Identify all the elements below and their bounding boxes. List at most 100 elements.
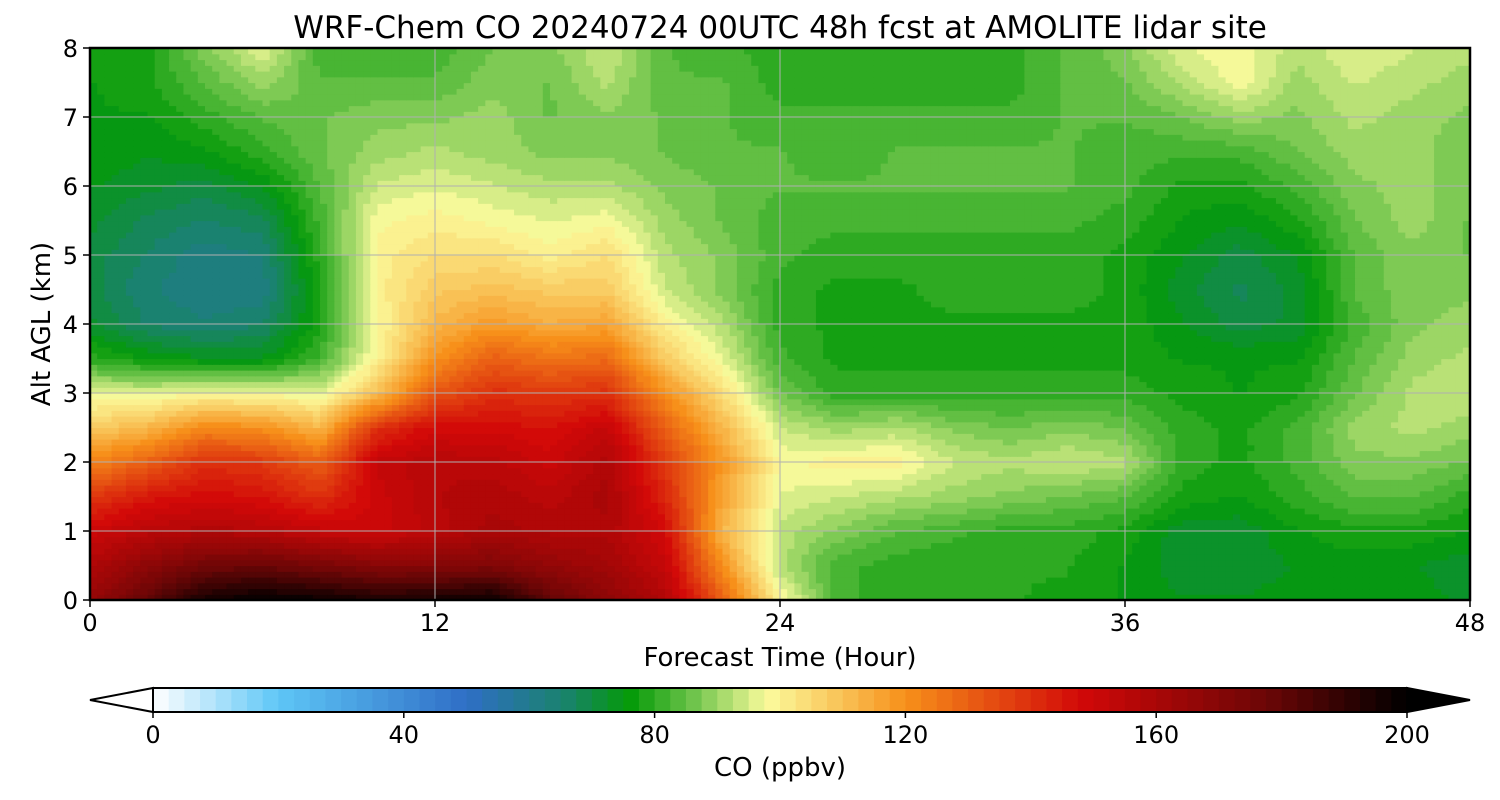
- heatmap-cell: [571, 577, 580, 584]
- heatmap-cell: [377, 542, 386, 549]
- heatmap-cell: [97, 582, 105, 590]
- heatmap-cell: [1398, 490, 1406, 498]
- heatmap-cell: [1103, 565, 1112, 572]
- heatmap-cell: [406, 462, 415, 469]
- heatmap-cell: [535, 513, 544, 521]
- heatmap-cell: [528, 565, 537, 572]
- heatmap-cell: [722, 508, 731, 515]
- heatmap-cell: [535, 542, 544, 549]
- heatmap-cell: [1067, 496, 1076, 503]
- heatmap-cell: [938, 479, 946, 486]
- heatmap-cell: [1110, 450, 1119, 457]
- heatmap-cell: [391, 548, 400, 555]
- heatmap-cell: [1031, 502, 1040, 509]
- heatmap-cell: [873, 502, 882, 509]
- heatmap-cell: [751, 456, 760, 463]
- heatmap-cell: [988, 479, 997, 486]
- heatmap-cell: [557, 554, 565, 561]
- heatmap-cell: [521, 548, 530, 555]
- heatmap-cell: [427, 508, 436, 515]
- heatmap-cell: [1053, 577, 1061, 584]
- heatmap-cell: [463, 513, 472, 521]
- heatmap-cell: [1340, 485, 1349, 492]
- heatmap-cell: [1405, 531, 1414, 538]
- heatmap-cell: [514, 548, 522, 555]
- heatmap-cell: [1326, 467, 1335, 475]
- heatmap-cell: [1060, 582, 1069, 590]
- heatmap-cell: [1405, 588, 1414, 595]
- heatmap-cell: [1275, 496, 1284, 503]
- heatmap-cell: [945, 450, 954, 457]
- heatmap-cell: [1096, 525, 1105, 532]
- heatmap-cell: [1405, 571, 1414, 578]
- heatmap-cell: [945, 525, 954, 532]
- heatmap-cell: [808, 565, 817, 572]
- heatmap-cell: [650, 571, 659, 578]
- heatmap-cell: [521, 559, 530, 567]
- heatmap-cell: [621, 594, 630, 601]
- heatmap-cell: [665, 577, 673, 584]
- heatmap-cell: [535, 582, 544, 590]
- heatmap-cell: [1362, 450, 1370, 457]
- heatmap-cell: [650, 559, 659, 567]
- heatmap-cell: [1398, 479, 1406, 486]
- heatmap-cell: [111, 502, 120, 509]
- heatmap-cell: [995, 473, 1004, 480]
- heatmap-cell: [1240, 502, 1248, 509]
- heatmap-cell: [1297, 531, 1306, 538]
- heatmap-cell: [758, 536, 767, 544]
- heatmap-cell: [930, 594, 939, 601]
- heatmap-cell: [1426, 490, 1435, 498]
- heatmap-cell: [643, 559, 652, 567]
- heatmap-cell: [1132, 531, 1140, 538]
- heatmap-cell: [1024, 548, 1033, 555]
- heatmap-cell: [1304, 554, 1313, 561]
- heatmap-cell: [1390, 548, 1399, 555]
- heatmap-cell: [205, 542, 213, 549]
- heatmap-cell: [837, 519, 846, 526]
- heatmap-cell: [909, 594, 918, 601]
- heatmap-cell: [1045, 479, 1054, 486]
- heatmap-cell: [406, 531, 415, 538]
- heatmap-cell: [384, 456, 393, 463]
- heatmap-cell: [1010, 594, 1018, 601]
- heatmap-cell: [1204, 485, 1212, 492]
- heatmap-cell: [262, 467, 271, 475]
- heatmap-cell: [557, 548, 565, 555]
- heatmap-cell: [974, 531, 982, 538]
- heatmap-cell: [1448, 548, 1457, 555]
- heatmap-cell: [1038, 554, 1047, 561]
- heatmap-cell: [744, 490, 752, 498]
- heatmap-cell: [794, 502, 803, 509]
- heatmap-cell: [823, 565, 831, 572]
- heatmap-cell: [959, 577, 968, 584]
- heatmap-cell: [406, 536, 415, 544]
- heatmap-cell: [205, 531, 213, 538]
- heatmap-cell: [427, 542, 436, 549]
- heatmap-cell: [542, 473, 551, 480]
- heatmap-cell: [420, 559, 429, 567]
- heatmap-cell: [988, 502, 997, 509]
- heatmap-cell: [859, 577, 867, 584]
- heatmap-cell: [679, 456, 688, 463]
- heatmap-cell: [1153, 594, 1162, 601]
- heatmap-cell: [600, 531, 609, 538]
- heatmap-cell: [751, 490, 760, 498]
- heatmap-cell: [959, 554, 968, 561]
- heatmap-cell: [1319, 554, 1327, 561]
- heatmap-cell: [1340, 577, 1349, 584]
- heatmap-cell: [478, 456, 486, 463]
- heatmap-cell: [981, 462, 990, 469]
- heatmap-cell: [1247, 588, 1255, 595]
- heatmap-cell: [1383, 588, 1392, 595]
- heatmap-cell: [262, 582, 271, 590]
- heatmap-cell: [643, 502, 652, 509]
- heatmap-cell: [435, 490, 443, 498]
- heatmap-cell: [1089, 594, 1097, 601]
- heatmap-cell: [679, 519, 688, 526]
- heatmap-cell: [269, 577, 278, 584]
- heatmap-cell: [607, 479, 616, 486]
- heatmap-cell: [729, 548, 738, 555]
- heatmap-cell: [377, 490, 386, 498]
- heatmap-cell: [887, 485, 896, 492]
